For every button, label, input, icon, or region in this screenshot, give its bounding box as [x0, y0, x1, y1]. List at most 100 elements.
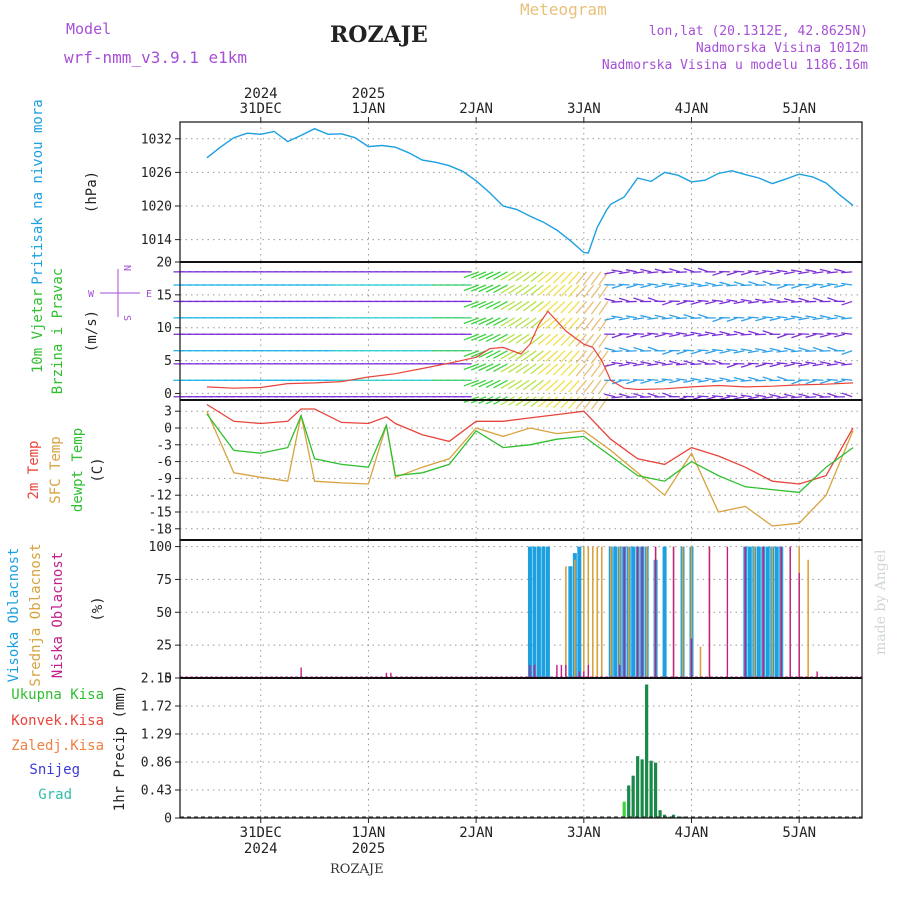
wind-arrow: [478, 363, 494, 372]
wind-arrow: [762, 396, 774, 400]
precip-bar: [627, 785, 631, 818]
wind-arrow: [791, 284, 803, 289]
wind-arrow: [726, 271, 738, 276]
wind-arrow: [611, 333, 623, 339]
wind-arrow: [654, 284, 666, 288]
wind-arrow: [733, 396, 745, 400]
wind-arrow: [719, 350, 731, 354]
wind-arrow: [560, 396, 573, 409]
wind-arrow: [640, 268, 652, 273]
wind-arrow: [530, 317, 544, 329]
temp-legend-0: 2m Temp: [26, 440, 42, 499]
wind-arrow: [560, 379, 573, 393]
wind-arrow: [611, 379, 623, 385]
wind-arrow: [690, 350, 702, 355]
wind-arrow: [711, 348, 723, 352]
wind-arrow: [704, 350, 716, 355]
wind-arrow: [697, 333, 709, 337]
wind-arrow: [819, 333, 831, 338]
wind-arrow: [478, 350, 494, 358]
wind-arrow: [647, 317, 659, 320]
wind-arrow: [478, 300, 494, 309]
wind-arrow: [625, 350, 637, 353]
wind-arrow: [769, 363, 781, 368]
wind-arrow: [632, 332, 644, 335]
top-day-label: 1JAN: [352, 101, 386, 117]
elevation: Nadmorska Visina 1012m: [695, 41, 868, 56]
wind-arrow: [633, 297, 645, 303]
wind-arrow: [530, 363, 544, 375]
wind-arrow: [485, 363, 501, 372]
wind-arrow: [508, 363, 523, 373]
wind-arrow: [583, 271, 595, 285]
wind-arrow: [805, 350, 817, 353]
wind-arrow: [711, 299, 723, 303]
wind-arrow: [690, 331, 702, 335]
precip-bar: [662, 814, 667, 818]
wind-arrow: [776, 300, 788, 304]
wind-arrow: [726, 363, 738, 369]
wind-arrow: [683, 379, 695, 384]
wind-arrow: [740, 284, 752, 287]
wind-arrow: [500, 363, 516, 373]
precip-legend-4: Grad: [38, 787, 72, 803]
precip-bar: [658, 810, 662, 818]
wind-axis-label-1: 10m Vjetar: [30, 289, 46, 373]
wind-arrow: [690, 363, 702, 366]
wind-arrow: [748, 280, 760, 286]
wind-arrow: [669, 314, 681, 319]
wind-arrow: [676, 282, 688, 286]
y-tick-label: 25: [156, 639, 172, 654]
compass-south: S: [121, 315, 132, 321]
wind-arrow: [537, 317, 552, 329]
wind-arrow: [478, 271, 494, 280]
wind-arrow: [740, 298, 752, 303]
wind-arrow: [776, 269, 788, 273]
bottom-year-label: 2024: [244, 841, 278, 857]
wind-arrow: [798, 297, 810, 303]
wind-arrow: [568, 317, 580, 331]
wind-arrow: [493, 333, 508, 343]
precip-bar: [649, 760, 653, 818]
wind-arrow: [537, 350, 552, 362]
wind-arrow: [463, 379, 480, 387]
wind-arrow: [662, 300, 673, 306]
wind-arrow: [654, 379, 666, 384]
wind-arrow: [508, 317, 523, 327]
wind-arrow: [776, 284, 788, 290]
wind-arrow: [755, 348, 767, 352]
precip-legend-2: Zaledj.Kisa: [11, 738, 104, 754]
wind-arrow: [783, 393, 795, 398]
wind-arrow: [740, 333, 752, 336]
wind-arrow: [560, 271, 573, 284]
wind-arrow: [654, 314, 666, 319]
wind-arrow: [733, 330, 745, 335]
wind-arrow: [654, 360, 666, 365]
wind-arrow: [508, 350, 523, 360]
wind-arrow: [470, 379, 487, 388]
wind-arrow: [611, 350, 623, 353]
wind-arrow: [604, 271, 616, 275]
compass-east: E: [146, 289, 152, 300]
precip-bar: [654, 762, 658, 818]
y-tick-label: -18: [149, 522, 172, 537]
wind-arrow: [493, 350, 508, 359]
wind-arrow: [618, 271, 630, 275]
wind-arrow: [470, 300, 487, 309]
wind-arrow: [676, 331, 688, 335]
wind-arrow: [841, 363, 853, 366]
y-tick-label: 15: [156, 288, 172, 303]
wind-arrow: [676, 300, 688, 306]
wind-arrow: [463, 363, 480, 371]
panel-frame-temperature: [179, 399, 863, 541]
wind-arrow: [776, 315, 788, 319]
wind-arrow: [552, 333, 566, 346]
wind-arrow: [485, 317, 501, 326]
page-title: ROZAJE: [330, 22, 428, 48]
wind-arrow: [545, 300, 559, 313]
wind-arrow: [776, 333, 788, 339]
wind-arrow: [647, 378, 659, 381]
y-tick-label: 1.29: [141, 728, 172, 743]
wind-arrow: [463, 300, 480, 308]
wind-arrow: [500, 317, 516, 327]
